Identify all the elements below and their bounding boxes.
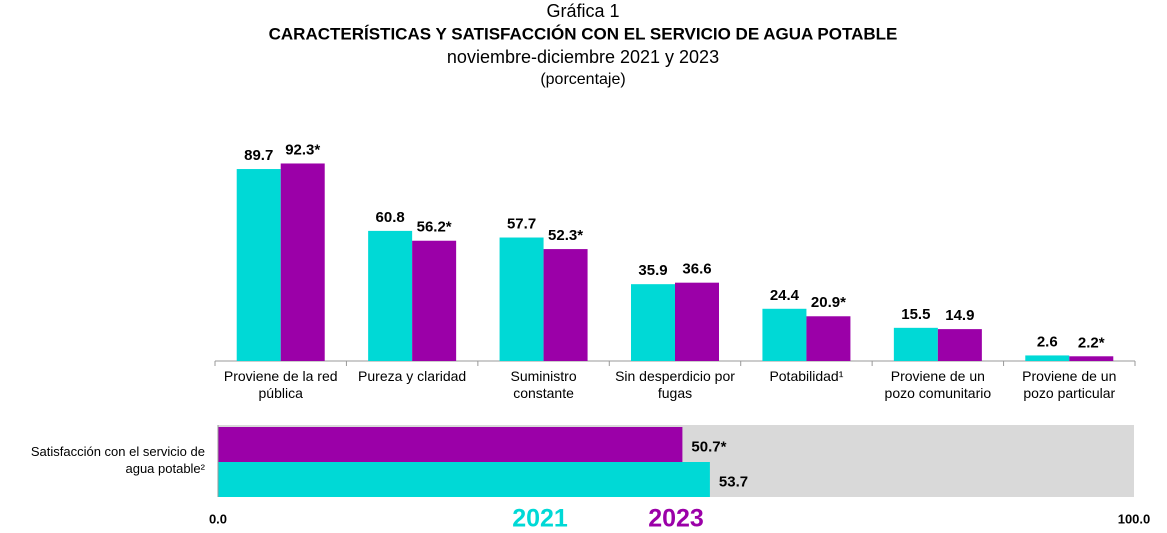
bar	[1025, 355, 1070, 361]
data-label: 56.2*	[417, 219, 452, 236]
x-tick-label: Proviene de un pozo comunitario	[884, 368, 992, 401]
x-tick-label: 100.0	[1118, 511, 1151, 526]
data-label: 15.5	[901, 306, 930, 323]
x-tick-label: Proviene de un pozo particular	[1022, 368, 1117, 401]
data-label: 92.3*	[285, 141, 320, 158]
data-label: 35.9	[638, 262, 667, 279]
bar	[499, 237, 544, 361]
bar	[631, 284, 675, 361]
x-tick-label: Suministro constante	[510, 368, 577, 401]
x-tick-label: Proviene de la red pública	[223, 368, 338, 401]
data-label: 50.7*	[691, 438, 726, 455]
chart-subtitle: CARACTERÍSTICAS Y SATISFACCIÓN CON EL SE…	[269, 24, 898, 43]
data-label: 57.7	[507, 215, 536, 232]
bar	[675, 282, 719, 361]
x-tick-label: 0.0	[209, 511, 227, 526]
bar	[218, 462, 710, 497]
bar	[543, 249, 588, 361]
x-tick-label: Pureza y claridad	[358, 368, 467, 384]
bar	[280, 163, 325, 361]
bar	[218, 427, 683, 462]
bar	[368, 230, 413, 361]
y-tick-label: Satisfacción con el servicio de agua pot…	[30, 444, 205, 476]
x-tick-label: Sin desperdicio por fugas	[615, 368, 735, 401]
bar	[1069, 356, 1114, 361]
data-label: 89.7	[244, 147, 273, 164]
legend-label: 2021	[512, 505, 568, 533]
data-label: 60.8	[376, 209, 405, 226]
data-label: 2.2*	[1078, 334, 1105, 351]
legend-label: 2023	[648, 505, 704, 533]
data-label: 36.6	[682, 261, 711, 278]
chart-unit: (porcentaje)	[540, 71, 625, 88]
bar	[937, 329, 982, 361]
data-label: 2.6	[1037, 333, 1058, 350]
bar	[762, 308, 807, 361]
data-label: 24.4	[770, 287, 800, 304]
bar	[806, 316, 851, 361]
chart-title: Gráfica 1	[546, 1, 619, 21]
bar	[236, 169, 281, 361]
bar	[893, 327, 938, 361]
chart-period: noviembre-diciembre 2021 y 2023	[447, 47, 719, 67]
x-tick-label: Potabilidad¹	[769, 368, 844, 384]
data-label: 14.9	[945, 307, 974, 324]
data-label: 52.3*	[548, 227, 583, 244]
data-label: 53.7	[719, 473, 748, 490]
data-label: 20.9*	[811, 294, 846, 311]
bar	[412, 240, 457, 361]
